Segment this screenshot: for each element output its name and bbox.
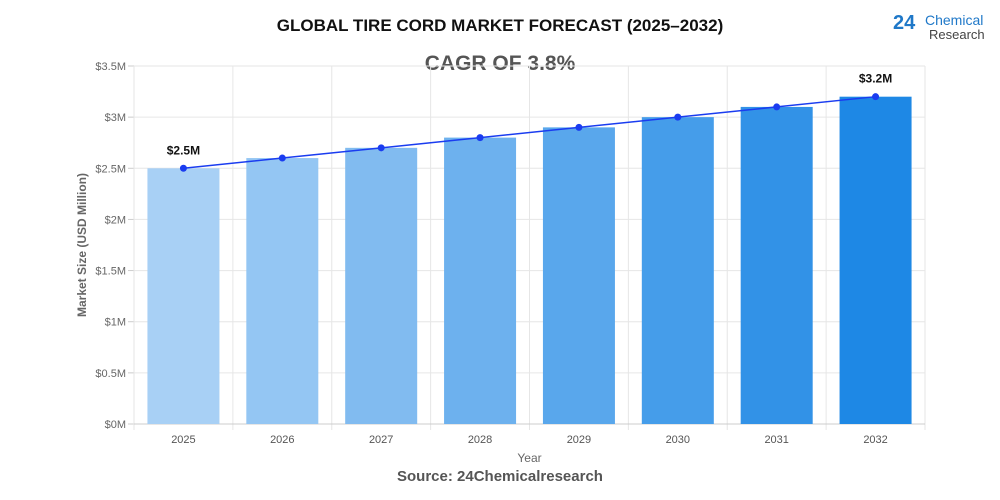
x-tick-label: 2029 [567,434,591,446]
bar [444,137,517,424]
trend-line [183,95,876,170]
data-label: $3.2M [859,72,892,86]
line-point [773,103,781,111]
x-tick-label: 2025 [171,434,195,446]
line-point [377,144,385,152]
x-tick-label: 2031 [764,434,788,446]
logo: 24 Chemical Research [893,10,993,42]
logo-line2: Research [929,27,985,42]
line-point [476,134,484,142]
x-axis-title: Year [517,451,541,465]
y-axis-title: Market Size (USD Million) [75,173,89,317]
bar [740,106,813,425]
y-tick-label: $0.5M [95,368,126,380]
y-tick-label: $3M [105,112,126,124]
bar [641,117,714,425]
logo-line1: Chemical [925,12,984,28]
source-text: Source: 24Chemicalresearch [397,468,603,485]
data-label: $2.5M [167,143,200,157]
line-point [575,123,583,131]
y-tick-label: $2M [105,214,126,226]
x-tick-label: 2030 [666,434,690,446]
line-point [872,93,880,101]
bar [839,96,912,424]
chart-title: GLOBAL TIRE CORD MARKET FORECAST (2025–2… [276,16,724,35]
y-tick-label: $1.5M [95,266,126,278]
line-point [674,113,682,121]
y-tick-label: $2.5M [95,163,126,175]
y-tick-label: $0M [105,419,126,431]
y-tick-label: $3.5M [95,61,126,73]
x-tick-label: 2032 [863,434,887,446]
y-tick-label: $1M [105,317,126,329]
x-tick-label: 2026 [270,434,294,446]
bar [542,127,615,424]
x-tick-label: 2027 [369,434,393,446]
x-tick-label: 2028 [468,434,492,446]
logo-number: 24 [893,12,916,34]
chart-subtitle: CAGR OF 3.8% [424,52,576,75]
bar [246,158,319,425]
bar [345,147,418,425]
line-point [278,154,286,162]
line-point [179,164,187,172]
bar [147,168,220,424]
